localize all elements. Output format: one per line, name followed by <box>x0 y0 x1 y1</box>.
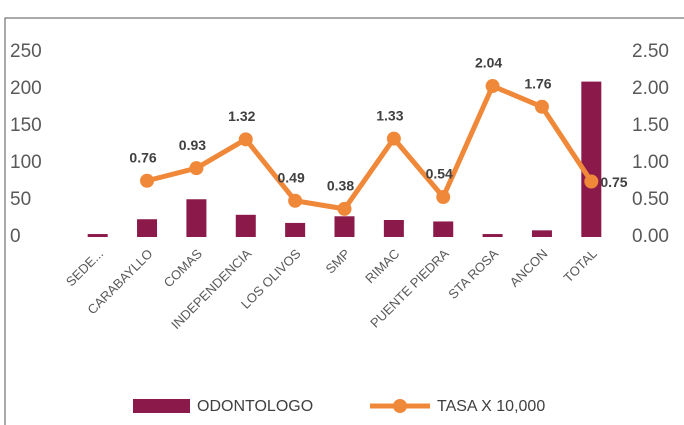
legend-swatch <box>133 399 190 413</box>
bar <box>581 81 602 237</box>
bar <box>383 219 404 237</box>
data-label: 2.04 <box>475 55 502 71</box>
bar <box>235 214 256 237</box>
bar <box>137 219 158 237</box>
data-label: 0.75 <box>600 174 627 190</box>
x-tick-label: TOTAL <box>560 246 599 285</box>
data-label: 1.32 <box>228 108 255 124</box>
y-tick-label: 50 <box>10 189 31 210</box>
line-marker <box>238 132 253 147</box>
y-tick-label: 250 <box>10 41 42 62</box>
x-tick-label: RIMAC <box>362 246 402 286</box>
line-marker <box>386 131 401 146</box>
data-label: 1.33 <box>376 107 403 123</box>
y-tick-label: 150 <box>10 115 42 136</box>
bar <box>285 222 306 237</box>
line-marker <box>584 174 599 189</box>
data-label: 0.54 <box>426 166 453 182</box>
data-label: 0.38 <box>327 178 354 194</box>
line <box>146 83 594 212</box>
line-marker <box>337 201 352 216</box>
line-marker <box>436 190 451 205</box>
y-tick-label: 0 <box>10 226 21 247</box>
y-tick-label: 200 <box>10 78 42 99</box>
bar <box>433 221 454 237</box>
legend-swatch <box>393 399 407 413</box>
x-tick-label: ANCON <box>507 246 551 290</box>
y2-tick-label: 2.00 <box>632 78 669 99</box>
data-label: 0.93 <box>179 137 206 153</box>
legend-label: ODONTOLOGO <box>197 398 313 415</box>
x-tick-label: SMP <box>323 246 354 277</box>
y2-tick-label: 1.00 <box>632 152 669 173</box>
bar <box>531 230 552 237</box>
y2-tick-label: 1.50 <box>632 115 669 136</box>
y-tick-label: 100 <box>10 152 42 173</box>
bar <box>87 234 108 237</box>
y2-tick-label: 0.00 <box>632 226 669 247</box>
data-label: 0.76 <box>129 149 156 165</box>
line-marker <box>288 193 303 208</box>
line-marker <box>485 79 500 94</box>
y2-tick-label: 0.50 <box>632 189 669 210</box>
chart-frame <box>4 17 684 425</box>
x-tick-label: COMAS <box>161 246 206 291</box>
line-marker <box>189 161 204 176</box>
line-marker <box>140 173 155 188</box>
data-label: 1.76 <box>524 75 551 91</box>
x-tick-label: SEDE... <box>63 246 106 289</box>
y2-tick-label: 2.50 <box>632 41 669 62</box>
bar <box>334 216 355 237</box>
data-label: 0.49 <box>278 169 305 185</box>
line-marker <box>534 99 549 114</box>
x-tick-label: STA ROSA <box>445 246 501 302</box>
bar <box>482 234 503 237</box>
legend-label: TASA X 10,000 <box>437 398 545 415</box>
bar <box>186 199 207 237</box>
